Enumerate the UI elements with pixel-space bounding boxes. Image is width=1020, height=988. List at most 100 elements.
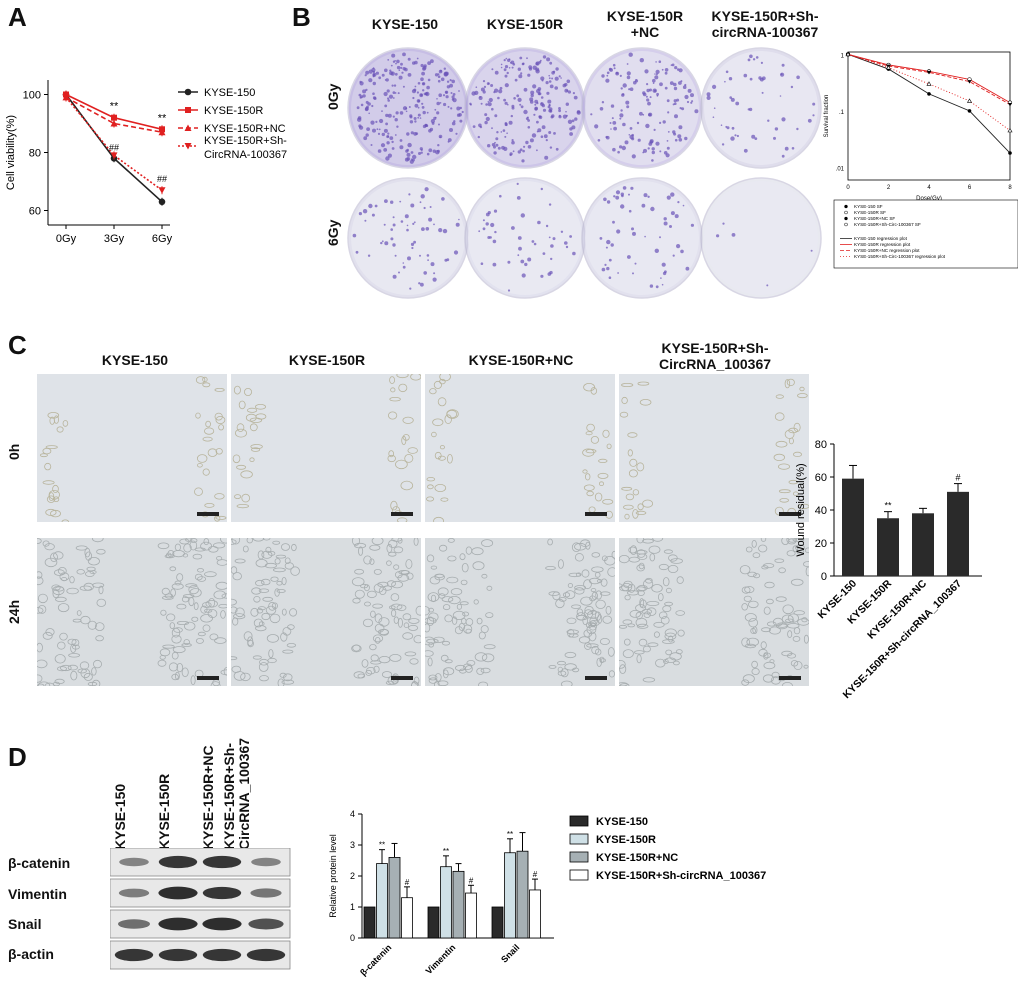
colony	[567, 119, 573, 125]
cell	[249, 423, 258, 432]
colony	[514, 78, 518, 82]
colony	[617, 272, 619, 274]
colony	[571, 119, 575, 123]
annotation: **	[158, 112, 167, 124]
cell	[642, 677, 656, 683]
colony	[378, 128, 381, 131]
colony	[421, 106, 425, 109]
colony	[364, 107, 369, 112]
cell	[564, 663, 577, 671]
cell	[54, 678, 65, 684]
colony	[558, 115, 562, 119]
colony	[781, 63, 785, 67]
cell	[792, 451, 802, 458]
colony	[487, 144, 491, 148]
cell	[605, 605, 612, 615]
cell	[365, 669, 373, 676]
cell	[93, 659, 103, 669]
colony	[601, 74, 605, 78]
cell	[183, 543, 192, 553]
cell	[771, 671, 780, 679]
cell	[763, 563, 775, 569]
colony	[438, 134, 443, 139]
colony	[372, 75, 375, 78]
cell	[775, 440, 788, 448]
cell	[277, 678, 285, 686]
legend-marker	[185, 107, 191, 113]
colony	[671, 63, 675, 67]
protein-band	[202, 886, 242, 900]
cell	[189, 588, 202, 598]
y-tick-label: 0	[350, 933, 355, 943]
cell	[268, 649, 274, 659]
cell	[252, 538, 265, 542]
cell	[598, 481, 604, 486]
colony	[519, 103, 522, 106]
cell	[195, 376, 206, 384]
y-tick-label: 40	[815, 505, 827, 517]
series-line	[65, 96, 163, 191]
colony	[399, 200, 402, 203]
colony	[503, 59, 506, 62]
cell	[797, 503, 809, 510]
cell	[220, 610, 226, 619]
cell	[207, 448, 218, 457]
colony	[429, 127, 434, 132]
cell	[471, 547, 484, 556]
cell	[574, 587, 585, 595]
cell	[351, 577, 365, 587]
colony	[530, 93, 534, 98]
colony	[628, 52, 633, 57]
bar	[947, 491, 969, 576]
colony	[368, 69, 373, 74]
cell	[53, 569, 65, 576]
colony	[358, 124, 362, 128]
cell	[215, 448, 223, 455]
colony	[636, 121, 640, 125]
colony	[399, 111, 404, 115]
cell	[52, 589, 60, 599]
cell	[632, 509, 639, 519]
bar	[842, 478, 864, 576]
cell	[174, 671, 180, 680]
cell	[200, 614, 214, 623]
cell	[403, 622, 410, 628]
colony	[511, 226, 515, 230]
protein-band	[158, 886, 198, 900]
cell	[590, 387, 597, 395]
cell	[393, 616, 399, 624]
cell	[276, 580, 283, 586]
cell	[448, 595, 461, 605]
data-point	[967, 109, 972, 113]
protein-label-snail: Snail	[8, 916, 42, 932]
cell	[431, 431, 437, 438]
cell	[369, 558, 375, 565]
colony	[545, 139, 548, 142]
colony	[536, 149, 538, 152]
colony	[494, 114, 498, 118]
cell	[185, 538, 193, 542]
colony	[480, 262, 484, 265]
data-point	[1007, 127, 1013, 133]
colony	[392, 115, 395, 118]
colony	[680, 249, 684, 254]
cell	[429, 388, 437, 395]
cell	[465, 546, 473, 555]
colony	[601, 101, 605, 104]
colony	[606, 135, 610, 140]
colony	[362, 209, 368, 214]
cell	[216, 559, 227, 566]
colony	[735, 101, 740, 106]
colony	[796, 75, 800, 80]
colony	[384, 241, 389, 246]
colony	[488, 97, 493, 103]
cell	[788, 427, 799, 434]
colony	[417, 113, 421, 117]
bar	[465, 892, 477, 939]
cell	[269, 613, 281, 624]
cell	[176, 621, 189, 626]
colony	[453, 120, 456, 123]
colony	[628, 88, 631, 91]
colony	[455, 222, 460, 227]
colony	[458, 218, 460, 221]
